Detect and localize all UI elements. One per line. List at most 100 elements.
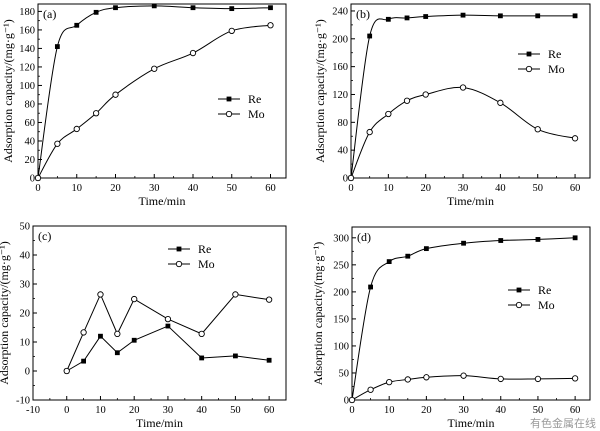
data-point-mo <box>151 65 158 72</box>
y-tick-label: 0 <box>30 174 35 185</box>
data-point-re <box>461 240 466 246</box>
x-axis-label: Time/min <box>136 416 183 430</box>
data-point-re <box>165 323 171 329</box>
data-point-mo <box>112 91 119 98</box>
x-tick-label: 60 <box>570 183 581 194</box>
y-tick-label: 40 <box>20 251 31 262</box>
y-tick-label: 20 <box>25 155 36 166</box>
y-tick-label: 50 <box>339 368 350 379</box>
y-tick-label: 250 <box>333 260 349 271</box>
y-tick-label: 0 <box>25 367 30 378</box>
y-tick-label: 80 <box>338 118 349 129</box>
series-line-mo <box>350 86 576 179</box>
x-tick-label: 40 <box>188 183 199 194</box>
data-point-re <box>81 358 86 364</box>
data-point-mo <box>228 27 235 34</box>
x-tick-label: 20 <box>421 405 432 416</box>
data-point-re <box>572 13 578 19</box>
x-tick-label: -10 <box>26 405 40 416</box>
series-mo: Mo <box>348 298 579 404</box>
data-point-re <box>74 22 80 28</box>
data-point-re <box>131 337 137 343</box>
data-point-mo <box>367 386 374 393</box>
data-point-re <box>535 13 541 19</box>
data-point-mo <box>348 396 356 404</box>
panel-label: (c) <box>38 229 51 243</box>
data-point-re <box>498 238 504 243</box>
data-point-re <box>199 355 205 361</box>
data-point-re <box>114 350 120 356</box>
y-tick-label: 160 <box>332 62 348 73</box>
data-point-re <box>405 253 411 259</box>
y-axis-label: Adsorption capacity/(mg·g⁻¹) <box>313 19 327 163</box>
data-point-mo <box>189 49 197 57</box>
y-tick-label: 240 <box>332 6 348 17</box>
panel-label: (a) <box>43 7 56 21</box>
series-line-re <box>37 5 271 179</box>
data-point-mo <box>459 84 467 91</box>
x-tick-label: 50 <box>230 405 241 416</box>
legend-marker-mo <box>225 110 233 118</box>
x-tick-label: 20 <box>110 183 121 194</box>
legend-marker-re <box>516 287 522 293</box>
legend-label-mo: Mo <box>248 107 265 121</box>
x-axis-label: Time/min <box>448 416 495 430</box>
data-point-mo <box>198 330 205 338</box>
data-point-mo <box>385 110 392 118</box>
y-tick-label: 200 <box>333 287 349 298</box>
legend-label-re: Re <box>538 283 551 297</box>
data-point-mo <box>164 315 172 323</box>
y-tick-label: 0 <box>344 396 349 407</box>
data-point-mo <box>347 174 355 182</box>
chart-panel-a: 0 10 20 30 40 50 60 0 20 40 60 80 100 120 140 160 180 Tim… <box>1 3 287 208</box>
x-tick-label: 0 <box>35 183 40 194</box>
x-tick-label: 40 <box>196 405 207 416</box>
x-tick-label: 30 <box>458 405 469 416</box>
y-tick-label: -10 <box>16 396 30 407</box>
data-point-mo <box>534 126 541 133</box>
data-point-mo <box>92 110 100 117</box>
plot-frame <box>32 225 287 401</box>
data-point-re <box>404 15 410 21</box>
y-tick-label: 60 <box>25 118 36 129</box>
data-point-re <box>54 44 60 49</box>
y-tick-label: 30 <box>20 280 31 291</box>
data-point-re <box>268 5 273 11</box>
series-mo: Mo <box>34 22 274 182</box>
data-point-mo <box>34 174 42 182</box>
legend-marker-mo <box>525 65 533 73</box>
data-point-mo <box>54 140 61 147</box>
data-point-re <box>423 246 429 252</box>
x-tick-label: 10 <box>384 405 395 416</box>
data-point-mo <box>404 376 411 383</box>
series-line-mo <box>66 293 270 372</box>
legend-marker-mo <box>175 260 183 268</box>
data-point-mo <box>571 375 579 382</box>
x-tick-label: 50 <box>227 183 238 194</box>
data-point-mo <box>497 99 504 106</box>
legend-label-re: Re <box>198 242 211 256</box>
chart-panel-d: 0 10 20 30 40 50 60 0 50 100 150 200 250 300 Time/min A… <box>311 226 591 430</box>
x-tick-label: 50 <box>533 405 544 416</box>
x-tick-label: 10 <box>95 405 106 416</box>
legend-marker-re <box>526 51 532 57</box>
x-tick-label: 10 <box>383 183 394 194</box>
data-point-mo <box>63 367 70 375</box>
x-axis-label: Time/min <box>447 194 494 208</box>
chart-panel-b: 0 10 20 30 40 50 60 0 40 80 120 160 200 240 Time/min Ad… <box>313 3 591 208</box>
x-tick-label: 50 <box>532 183 543 194</box>
x-tick-label: 10 <box>72 183 83 194</box>
y-tick-label: 40 <box>25 136 36 147</box>
data-point-mo <box>131 295 138 303</box>
data-point-mo <box>403 97 411 104</box>
data-point-re <box>367 33 373 39</box>
data-point-re <box>385 16 391 22</box>
data-point-re <box>233 353 238 359</box>
legend-label-mo: Mo <box>548 62 565 76</box>
watermark-text: 有色金属在线 <box>530 416 596 430</box>
data-point-mo <box>386 379 393 386</box>
y-tick-label: 50 <box>20 222 31 233</box>
series-line-re <box>350 14 576 179</box>
data-point-re <box>190 5 196 11</box>
